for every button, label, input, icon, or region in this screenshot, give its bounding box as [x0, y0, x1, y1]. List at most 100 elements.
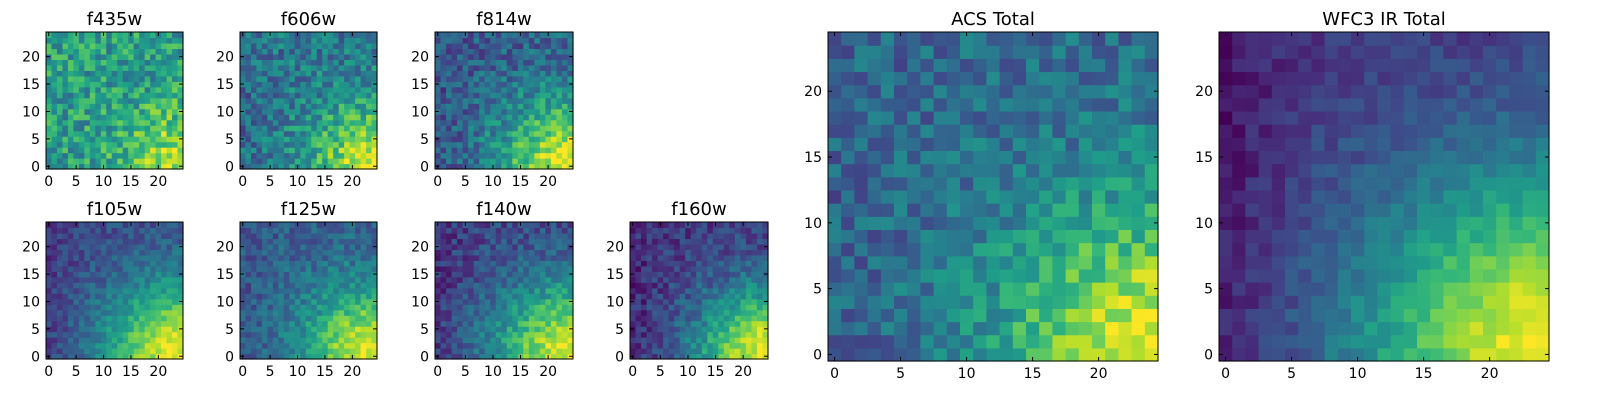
heatmap-cell: [51, 59, 57, 65]
heatmap-cell: [295, 158, 301, 164]
heatmap-cell: [474, 125, 480, 131]
heatmap-cell: [101, 153, 107, 159]
heatmap-cell: [907, 203, 921, 217]
heatmap-cell: [707, 271, 713, 277]
heatmap-cell: [540, 92, 546, 98]
heatmap-cell: [540, 43, 546, 49]
heatmap-cell: [468, 131, 474, 137]
heatmap-cell: [350, 233, 356, 239]
heatmap-cell: [251, 70, 257, 76]
heatmap-cell: [134, 227, 140, 233]
heatmap-cell: [73, 103, 79, 109]
heatmap-cell: [757, 227, 763, 233]
heatmap-cell: [62, 222, 68, 228]
heatmap-cell: [647, 271, 653, 277]
heatmap-cell: [57, 114, 63, 120]
heatmap-cell: [161, 348, 167, 354]
heatmap-cell: [172, 54, 178, 60]
heatmap-cell: [101, 103, 107, 109]
heatmap-cell: [245, 315, 251, 321]
heatmap-cell: [556, 348, 562, 354]
heatmap-cell: [518, 59, 524, 65]
heatmap-cell: [161, 233, 167, 239]
heatmap-cell: [333, 282, 339, 288]
heatmap-cell: [740, 227, 746, 233]
heatmap-cell: [746, 315, 752, 321]
heatmap-cell: [457, 227, 463, 233]
heatmap-cell: [457, 54, 463, 60]
y-tick-label: 10: [216, 104, 234, 120]
heatmap-cell: [128, 332, 134, 338]
heatmap-cell: [658, 271, 664, 277]
heatmap-cell: [457, 98, 463, 104]
heatmap-cell: [295, 282, 301, 288]
heatmap-cell: [529, 103, 535, 109]
heatmap-cell: [101, 114, 107, 120]
heatmap-cell: [333, 70, 339, 76]
heatmap-cell: [562, 282, 568, 288]
heatmap-cell: [485, 282, 491, 288]
heatmap-cell: [68, 244, 74, 250]
heatmap-cell: [507, 136, 513, 142]
heatmap-cell: [562, 299, 568, 305]
heatmap-cell: [479, 103, 485, 109]
heatmap-cell: [751, 293, 757, 299]
heatmap-cell: [262, 266, 268, 272]
heatmap-cell: [740, 271, 746, 277]
heatmap-cell: [311, 321, 317, 327]
y-tick-label: 0: [225, 349, 234, 365]
heatmap-cell: [328, 249, 334, 255]
heatmap-cell: [707, 299, 713, 305]
heatmap-cell: [729, 337, 735, 343]
heatmap-cell: [479, 343, 485, 349]
heatmap-cell: [101, 337, 107, 343]
heatmap-cell: [84, 92, 90, 98]
heatmap-cell: [973, 256, 987, 270]
heatmap-cell: [441, 260, 447, 266]
heatmap-cell: [289, 332, 295, 338]
heatmap-cell: [284, 142, 290, 148]
heatmap-cell: [435, 48, 441, 54]
heatmap-cell: [490, 87, 496, 93]
heatmap-cell: [134, 81, 140, 87]
heatmap-cell: [355, 70, 361, 76]
heatmap-cell: [435, 125, 441, 131]
heatmap-cell: [556, 70, 562, 76]
heatmap-cell: [1013, 348, 1027, 362]
heatmap-cell: [68, 249, 74, 255]
heatmap-cell: [501, 103, 507, 109]
heatmap-cell: [156, 158, 162, 164]
heatmap-cell: [740, 282, 746, 288]
heatmap-cell: [501, 65, 507, 71]
heatmap-cell: [729, 315, 735, 321]
heatmap-cell: [1000, 295, 1014, 309]
heatmap-cell: [518, 54, 524, 60]
heatmap-cell: [361, 266, 367, 272]
heatmap-cell: [106, 343, 112, 349]
heatmap-cell: [1013, 150, 1027, 164]
heatmap-cell: [452, 125, 458, 131]
heatmap-cell: [556, 321, 562, 327]
heatmap-cell: [556, 299, 562, 305]
heatmap-cell: [167, 70, 173, 76]
heatmap-cell: [529, 227, 535, 233]
heatmap-cell: [507, 293, 513, 299]
heatmap-cell: [355, 120, 361, 126]
heatmap-cell: [139, 120, 145, 126]
heatmap-cell: [729, 255, 735, 261]
heatmap-cell: [441, 37, 447, 43]
heatmap-cell: [468, 293, 474, 299]
heatmap-cell: [106, 260, 112, 266]
heatmap-cell: [62, 48, 68, 54]
heatmap-cell: [663, 293, 669, 299]
heatmap-cell: [507, 321, 513, 327]
heatmap-cell: [134, 120, 140, 126]
heatmap-cell: [1052, 322, 1066, 336]
heatmap-cell: [306, 249, 312, 255]
heatmap-cell: [284, 227, 290, 233]
heatmap-cell: [518, 125, 524, 131]
heatmap-cell: [256, 282, 262, 288]
heatmap-cell: [106, 337, 112, 343]
heatmap-cell: [90, 266, 96, 272]
heatmap-cell: [128, 348, 134, 354]
